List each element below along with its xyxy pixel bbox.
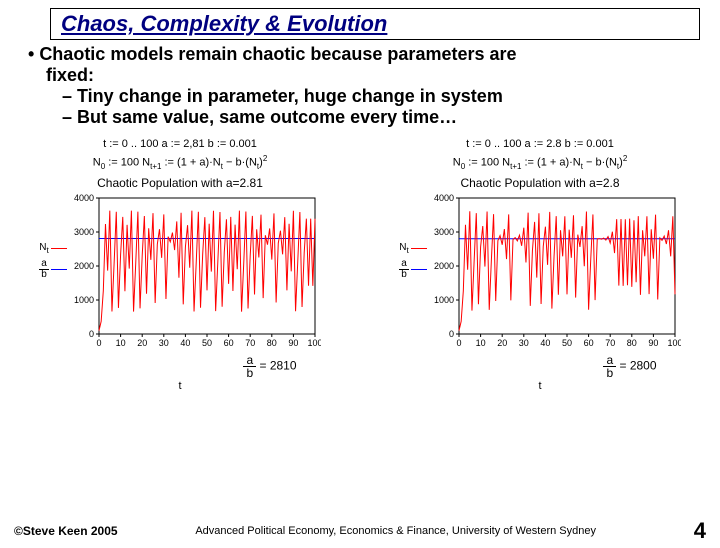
footer-center: Advanced Political Economy, Economics & … (118, 525, 674, 537)
svg-text:100: 100 (307, 338, 321, 348)
chart-left-legend: Nt ab (39, 242, 67, 280)
chart-left-params: t := 0 .. 100 a := 2,81 b := 0.001 N0 :=… (93, 136, 268, 172)
svg-text:40: 40 (180, 338, 190, 348)
svg-text:80: 80 (627, 338, 637, 348)
chart-right-title: Chaotic Population with a=2.8 (460, 176, 619, 190)
svg-text:30: 30 (519, 338, 529, 348)
copyright: ©Steve Keen 2005 (14, 524, 118, 538)
svg-text:3000: 3000 (74, 227, 94, 237)
svg-text:0: 0 (89, 329, 94, 339)
chart-left-ratio: ab = 2810 (243, 354, 296, 379)
svg-text:3000: 3000 (434, 227, 454, 237)
svg-text:2000: 2000 (434, 261, 454, 271)
svg-text:40: 40 (540, 338, 550, 348)
bullet-1-line1: Chaotic models remain chaotic because pa… (28, 44, 700, 65)
chart-right-params: t := 0 .. 100 a := 2.8 b := 0.001 N0 := … (453, 136, 628, 172)
svg-text:20: 20 (497, 338, 507, 348)
svg-text:0: 0 (456, 338, 461, 348)
chart-right-xlabel: t (538, 380, 541, 392)
chart-left-title: Chaotic Population with a=2.81 (97, 176, 263, 190)
page-number: 4 (694, 518, 706, 544)
svg-text:10: 10 (475, 338, 485, 348)
chart-left: t := 0 .. 100 a := 2,81 b := 0.001 N0 :=… (20, 134, 340, 392)
bullet-1-line2: fixed: (46, 65, 700, 86)
bullet-list: Chaotic models remain chaotic because pa… (28, 44, 700, 128)
svg-text:70: 70 (605, 338, 615, 348)
charts-row: t := 0 .. 100 a := 2,81 b := 0.001 N0 :=… (10, 134, 710, 392)
svg-text:100: 100 (667, 338, 681, 348)
bullet-2b: But same value, same outcome every time… (62, 107, 700, 128)
chart-right-plot: 0 1000 2000 3000 4000 0 10 20 30 40 50 60 70 80 90 100 (431, 192, 681, 352)
chart-right-ratio: ab = 2800 (603, 354, 656, 379)
svg-text:0: 0 (449, 329, 454, 339)
svg-text:90: 90 (648, 338, 658, 348)
svg-text:30: 30 (159, 338, 169, 348)
svg-text:50: 50 (562, 338, 572, 348)
svg-text:1000: 1000 (74, 295, 94, 305)
footer: ©Steve Keen 2005 Advanced Political Econ… (0, 518, 720, 544)
params-line2: N0 := 100 Nt+1 := (1 + a)·Nt − b·(Nt)2 (93, 153, 268, 173)
page-title: Chaos, Complexity & Evolution (61, 11, 387, 36)
params-line1: t := 0 .. 100 a := 2,81 b := 0.001 (93, 136, 268, 153)
title-box: Chaos, Complexity & Evolution (50, 8, 700, 40)
chart-right: t := 0 .. 100 a := 2.8 b := 0.001 N0 := … (380, 134, 700, 392)
svg-text:60: 60 (223, 338, 233, 348)
svg-text:2000: 2000 (74, 261, 94, 271)
svg-text:90: 90 (288, 338, 298, 348)
svg-text:80: 80 (267, 338, 277, 348)
params-line2: N0 := 100 Nt+1 := (1 + a)·Nt − b·(Nt)2 (453, 153, 628, 173)
chart-right-legend: Nt ab (399, 242, 427, 280)
svg-text:60: 60 (583, 338, 593, 348)
svg-text:10: 10 (115, 338, 125, 348)
chart-left-xlabel: t (178, 380, 181, 392)
svg-text:70: 70 (245, 338, 255, 348)
svg-text:20: 20 (137, 338, 147, 348)
svg-text:4000: 4000 (434, 193, 454, 203)
svg-text:0: 0 (96, 338, 101, 348)
svg-text:50: 50 (202, 338, 212, 348)
bullet-2a: Tiny change in parameter, huge change in… (62, 86, 700, 107)
svg-text:4000: 4000 (74, 193, 94, 203)
svg-text:1000: 1000 (434, 295, 454, 305)
params-line1: t := 0 .. 100 a := 2.8 b := 0.001 (453, 136, 628, 153)
chart-left-plot: 0 1000 2000 3000 4000 0 10 20 30 40 50 60 70 80 90 100 (71, 192, 321, 352)
